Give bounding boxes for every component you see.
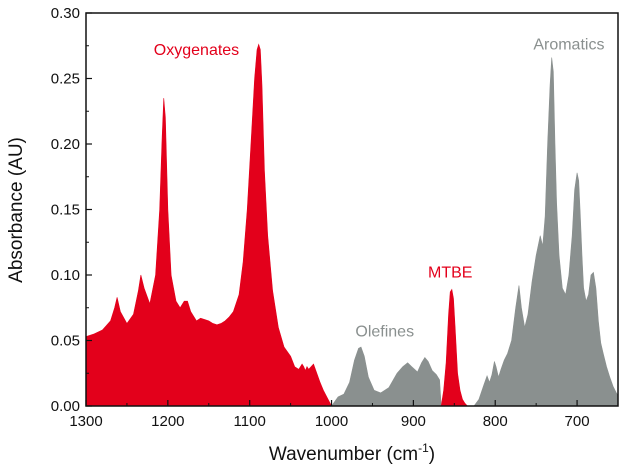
- region-label-oxygenates: Oxygenates: [154, 42, 239, 59]
- area-oxygenates: [85, 43, 333, 407]
- y-tick-label: 0.25: [51, 71, 80, 88]
- region-labels: Oxygenates Olefines MTBE Aromatics: [154, 37, 605, 341]
- x-tick-label: 1000: [315, 413, 348, 430]
- region-label-mtbe: MTBE: [428, 265, 472, 282]
- x-axis: 1300 1200 1100 1000 900 800 700: [69, 400, 619, 430]
- x-tick-label: 700: [565, 413, 590, 430]
- y-tick-label: 0.05: [51, 333, 80, 350]
- x-axis-title: Wavenumber (cm-1): [269, 441, 435, 465]
- area-olefines: [330, 346, 442, 407]
- y-tick-label: 0.15: [51, 202, 80, 219]
- x-tick-label: 1300: [69, 413, 102, 430]
- y-tick-label: 0.10: [51, 267, 80, 284]
- x-tick-label: 900: [401, 413, 426, 430]
- area-aromatics: [473, 57, 619, 407]
- region-label-aromatics: Aromatics: [533, 37, 604, 54]
- region-label-olefines: Olefines: [355, 324, 414, 341]
- y-axis-title: Absorbance (AU): [6, 137, 27, 283]
- x-tick-label: 800: [483, 413, 508, 430]
- y-tick-label: 0.30: [51, 5, 80, 22]
- x-tick-label: 1100: [234, 413, 266, 430]
- y-tick-label: 0.00: [51, 398, 80, 415]
- y-tick-label: 0.20: [51, 136, 80, 153]
- area-mtbe: [440, 288, 469, 407]
- y-axis: 0.00 0.05 0.10 0.15 0.20 0.25 0.30: [51, 5, 92, 415]
- x-tick-label: 1200: [151, 413, 184, 430]
- spectrum-areas: [85, 43, 619, 407]
